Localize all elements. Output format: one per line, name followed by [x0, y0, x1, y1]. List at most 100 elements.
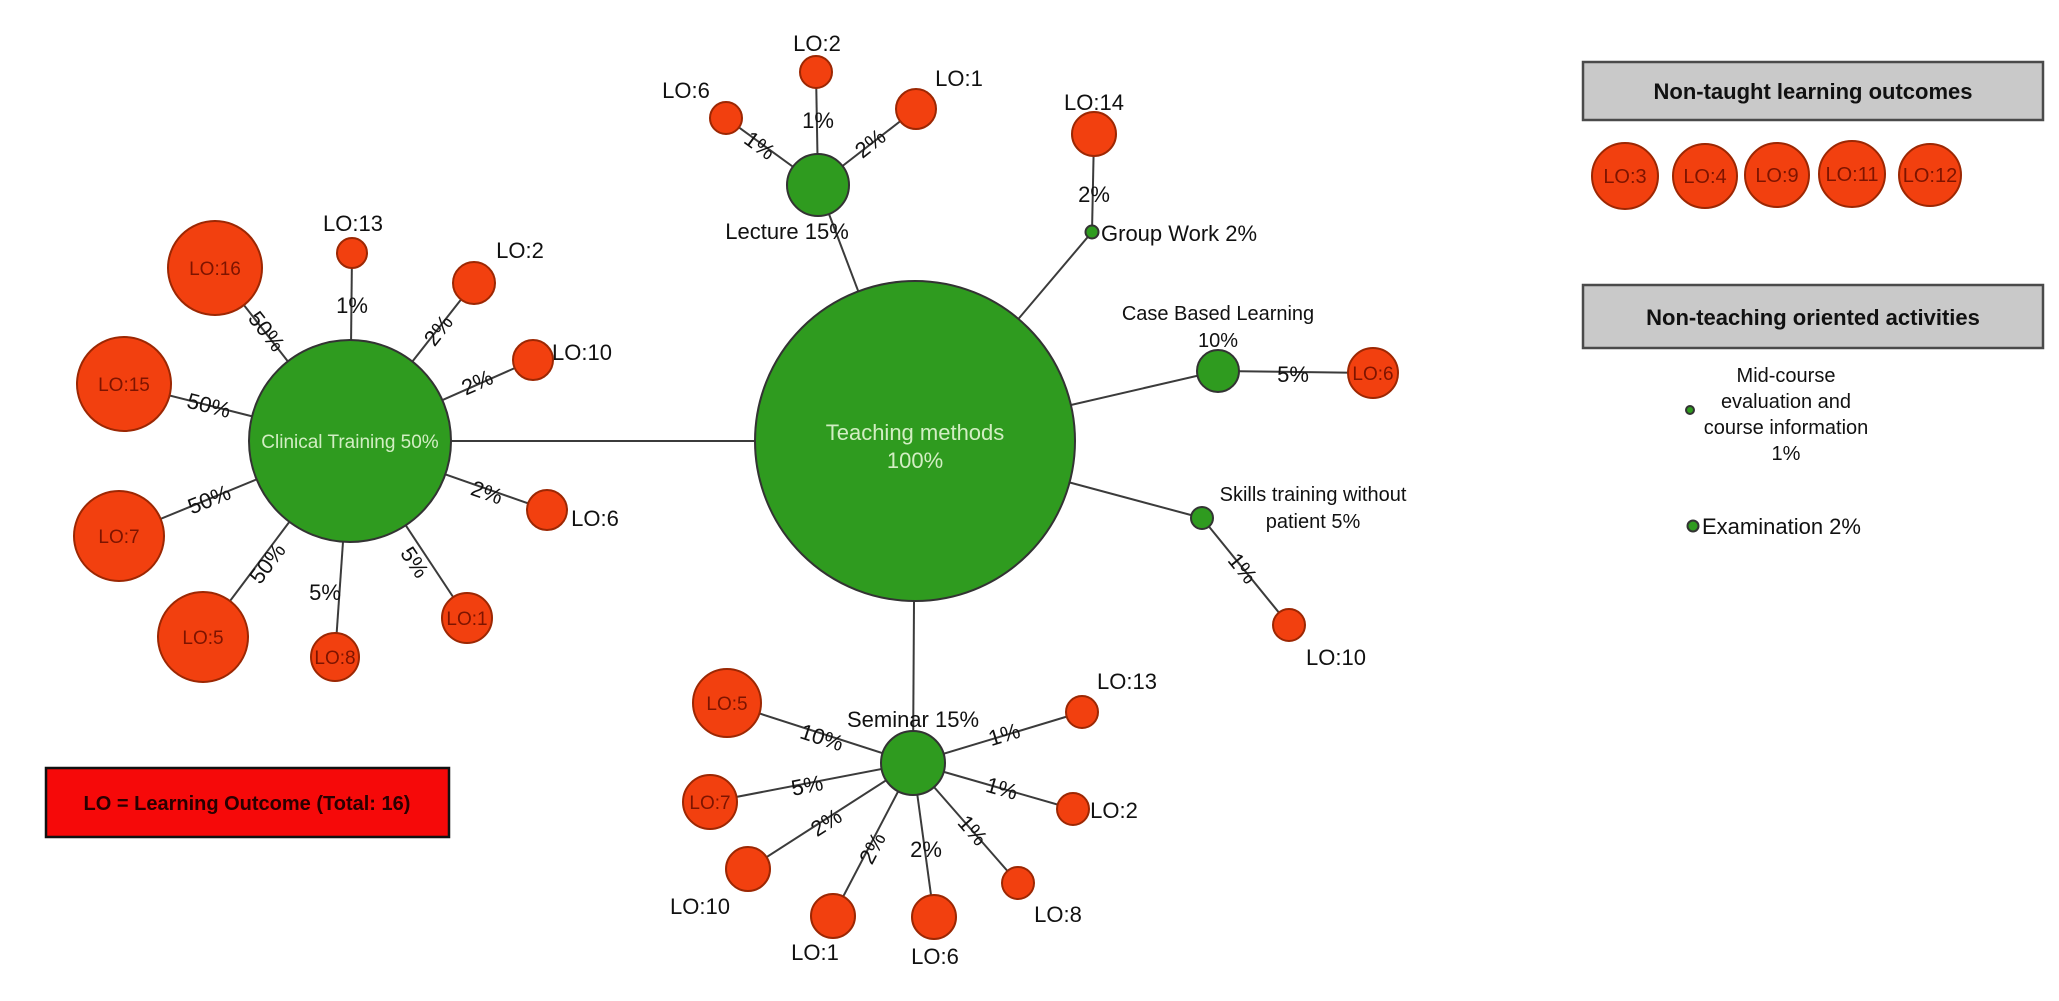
- teaching-methods-cluster: Teaching methods 100%: [754, 280, 1076, 602]
- clinical-sat-lo7-pct: 50%: [184, 480, 234, 520]
- clinical-training-cluster: Clinical Training 50% LO:16 50% LO:15 50…: [73, 211, 619, 683]
- case-based-learning-cluster: Case Based Learning 10% LO:6 5%: [1122, 303, 1399, 399]
- legend-non-teaching-title: Non-teaching oriented activities: [1646, 305, 1980, 330]
- note-box-label: LO = Learning Outcome (Total: 16): [84, 793, 411, 815]
- seminar-sat-lo5-node: [692, 668, 762, 738]
- lecture-sat-lo1-label: LO:1: [935, 66, 983, 91]
- midcourse-node: [1685, 405, 1695, 415]
- clinical-sat-lo13-node: [336, 237, 368, 269]
- clinical-sat-lo7-node: [73, 490, 165, 582]
- clinical-sat-lo7-label: LO:7: [98, 527, 139, 548]
- seminar-sat-lo6-pct: 2%: [910, 837, 942, 862]
- clinical-sat-lo8-pct: 5%: [309, 580, 341, 605]
- clinical-sat-lo5-pct: 50%: [244, 538, 290, 588]
- midcourse-label-line2: evaluation and: [1721, 391, 1851, 413]
- clinical-sat-lo2-node: [452, 261, 496, 305]
- examination-node: [1686, 519, 1700, 533]
- legend-lo3-label: LO:3: [1603, 166, 1646, 188]
- teaching-methods-node: [754, 280, 1076, 602]
- clinical-sat-lo16-label: LO:16: [189, 259, 241, 280]
- lecture-sat-lo1-node: [895, 88, 937, 130]
- lecture-sat-lo6-label: LO:6: [662, 78, 710, 103]
- legend-lo3-node: [1591, 142, 1659, 210]
- seminar-node: [880, 730, 946, 796]
- case-based-sat-lo6-node: [1347, 347, 1399, 399]
- legend-lo12-label: LO:12: [1903, 165, 1957, 187]
- clinical-sat-lo1-pct: 5%: [395, 542, 434, 582]
- seminar-sat-lo10-label: LO:10: [670, 894, 730, 919]
- clinical-sat-lo10-node: [512, 339, 554, 381]
- case-based-learning-label: Case Based Learning: [1122, 303, 1314, 325]
- clinical-sat-lo10-label: LO:10: [552, 340, 612, 365]
- clinical-training-node: [248, 339, 452, 543]
- clinical-sat-lo15-node: [76, 336, 172, 432]
- legend-lo9-node: [1744, 142, 1810, 208]
- seminar-sat-lo2-node: [1056, 792, 1090, 826]
- skills-sat-lo10-node: [1272, 608, 1306, 642]
- legend-non-taught-box: [1581, 60, 2045, 122]
- seminar-sat-lo6-node: [911, 894, 957, 940]
- skills-training-pct: patient 5%: [1266, 511, 1361, 533]
- skills-sat-lo10-pct: 1%: [1223, 548, 1262, 588]
- seminar-sat-lo1-node: [810, 893, 856, 939]
- note-box: LO = Learning Outcome (Total: 16): [44, 766, 451, 839]
- legend-non-teaching-box: [1581, 283, 2045, 350]
- skills-sat-lo10-label: LO:10: [1306, 645, 1366, 670]
- case-based-learning-pct: 10%: [1198, 330, 1238, 352]
- seminar-sat-lo8-label: LO:8: [1034, 902, 1082, 927]
- legend-lo9-label: LO:9: [1755, 165, 1798, 187]
- legend-non-taught: Non-taught learning outcomes LO:3 LO:4 L…: [1581, 60, 2045, 210]
- group-work-node: [1084, 224, 1100, 240]
- teaching-methods-label: Teaching methods: [826, 420, 1005, 445]
- lecture-sat-lo1-pct: 2%: [850, 124, 890, 163]
- edge-line: [1201, 517, 1290, 626]
- note-box-rect: [44, 766, 451, 839]
- midcourse-label-line1: Mid-course: [1737, 365, 1836, 387]
- seminar-sat-lo2-label: LO:2: [1090, 798, 1138, 823]
- clinical-sat-lo16-node: [167, 220, 263, 316]
- legend-lo4-label: LO:4: [1683, 166, 1726, 188]
- clinical-sat-lo1-label: LO:1: [446, 609, 487, 630]
- seminar-sat-lo7-node: [682, 774, 738, 830]
- seminar-sat-lo13-label: LO:13: [1097, 669, 1157, 694]
- clinical-training-label: Clinical Training 50%: [261, 432, 439, 453]
- legend-lo11-node: [1818, 140, 1886, 208]
- lecture-sat-lo2-node: [799, 55, 833, 89]
- lecture-sat-lo2-pct: 1%: [802, 108, 834, 133]
- seminar-sat-lo6-label: LO:6: [911, 944, 959, 969]
- seminar-sat-lo2-pct: 1%: [983, 772, 1020, 805]
- seminar-sat-lo13-pct: 1%: [985, 718, 1023, 751]
- seminar-label: Seminar 15%: [847, 707, 979, 732]
- clinical-sat-lo13-label: LO:13: [323, 211, 383, 236]
- seminar-sat-lo5-label: LO:5: [706, 694, 747, 715]
- lecture-sat-lo2-label: LO:2: [793, 31, 841, 56]
- lecture-sat-lo6-node: [709, 101, 743, 135]
- case-based-sat-lo6-pct: 5%: [1277, 362, 1309, 387]
- seminar-sat-lo5-pct: 10%: [797, 719, 847, 756]
- clinical-sat-lo8-node: [310, 632, 360, 682]
- midcourse-label-line4: 1%: [1772, 443, 1801, 465]
- skills-training-node: [1190, 506, 1214, 530]
- clinical-sat-lo5-label: LO:5: [182, 628, 223, 649]
- lecture-cluster: Lecture 15% LO:6 1% LO:2 1% LO:1 2%: [662, 31, 983, 244]
- clinical-sat-lo5-node: [157, 591, 249, 683]
- legend-lo12-node: [1898, 143, 1962, 207]
- clinical-sat-lo6-node: [526, 489, 568, 531]
- lecture-label: Lecture 15%: [725, 219, 849, 244]
- seminar-sat-lo1-label: LO:1: [791, 940, 839, 965]
- midcourse-label-line3: course information: [1704, 417, 1869, 439]
- case-based-sat-lo6-label: LO:6: [1352, 364, 1393, 385]
- seminar-sat-lo10-node: [725, 846, 771, 892]
- clinical-sat-lo2-label: LO:2: [496, 238, 544, 263]
- group-work-cluster: Group Work 2% LO:14 2%: [1064, 90, 1257, 246]
- seminar-sat-lo1-pct: 2%: [854, 828, 891, 868]
- clinical-sat-lo8-label: LO:8: [314, 648, 355, 669]
- seminar-sat-lo8-node: [1001, 866, 1035, 900]
- group-work-sat-lo14-label: LO:14: [1064, 90, 1124, 115]
- clinical-sat-lo1-node: [441, 592, 493, 644]
- legend-lo4-node: [1672, 143, 1738, 209]
- clinical-sat-lo15-pct: 50%: [184, 388, 233, 423]
- seminar-sat-lo7-label: LO:7: [689, 793, 730, 814]
